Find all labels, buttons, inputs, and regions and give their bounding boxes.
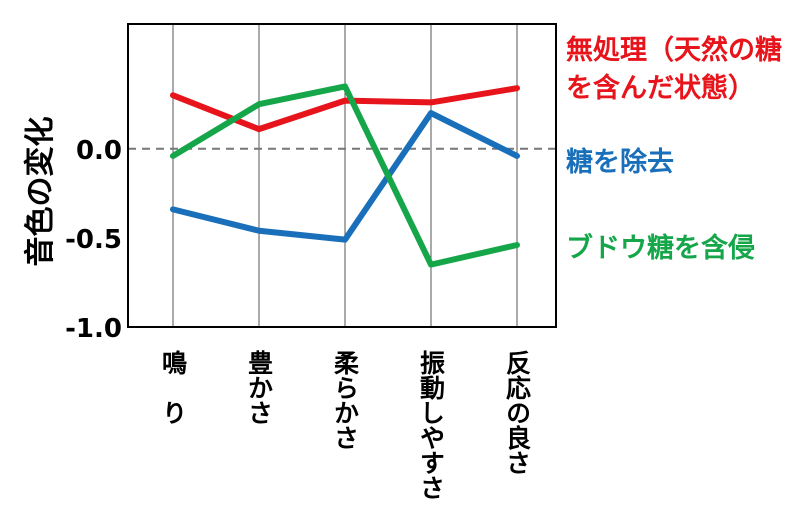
legend-entry-sugar-removed: 糖を除去	[566, 147, 674, 178]
y-tick-label: -0.5	[65, 225, 122, 255]
legend-entry-glucose-impregnated: ブドウ糖を含侵	[566, 233, 755, 264]
series-line-1	[170, 110, 520, 243]
x-category-label: 振動しやすさ	[417, 350, 446, 500]
y-tick-label: 0.0	[76, 136, 122, 166]
y-tick-label: -1.0	[65, 314, 122, 344]
series-line-2	[170, 83, 520, 268]
legend-entry-untreated: 無処理（天然の糖を含んだ状態）	[566, 35, 782, 104]
grid-lines	[172, 24, 518, 327]
x-category-label: 鳴 り	[159, 350, 188, 425]
x-category-label: 柔らかさ	[331, 350, 360, 450]
x-category-label: 反応の良さ	[503, 350, 532, 475]
plot-frame	[127, 23, 557, 328]
x-category-label: 豊かさ	[245, 350, 274, 425]
y-axis-ticks: 0.0 -0.5 -1.0	[65, 136, 122, 344]
y-axis-label: 音色の変化	[23, 117, 58, 267]
series-line-0	[170, 85, 520, 133]
x-axis-categories: 鳴 り 豊かさ 柔らかさ 振動しやすさ 反応の良さ	[159, 350, 532, 500]
series-lines	[170, 83, 520, 268]
